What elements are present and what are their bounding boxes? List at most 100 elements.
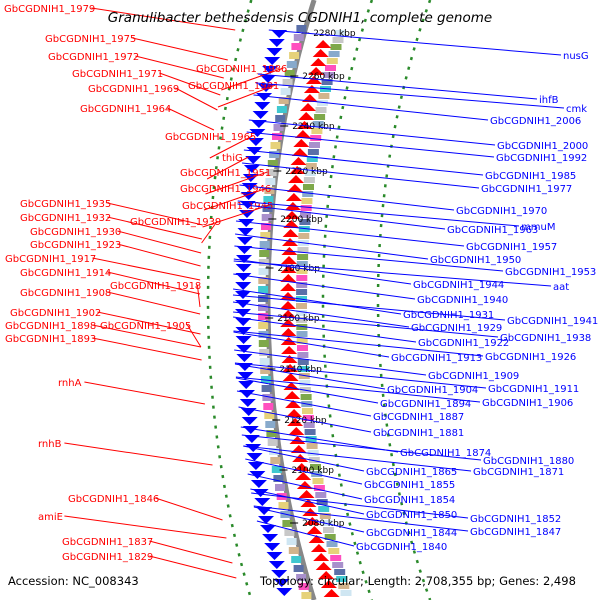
feature-block: [334, 569, 346, 575]
feature-block: [293, 565, 304, 572]
reverse-gene-label: GbCGDNIH1_1871: [473, 467, 564, 478]
forward-gene-arrow: [286, 184, 303, 192]
reverse-gene-arrow: [235, 264, 252, 272]
feature-block: [296, 282, 308, 288]
feature-block: [261, 223, 271, 230]
feature-block: [284, 70, 295, 77]
forward-gene-arrow: [280, 274, 297, 282]
feature-block: [304, 170, 316, 176]
forward-leader-line: [159, 72, 221, 96]
reverse-leader-line: [237, 203, 446, 230]
feature-block: [307, 450, 319, 456]
reverse-gene-arrow: [252, 111, 269, 119]
feature-block: [303, 177, 315, 183]
feature-block: [326, 541, 338, 547]
feature-block: [305, 436, 317, 442]
forward-gene-arrow: [304, 517, 321, 525]
forward-gene-arrow: [283, 220, 300, 228]
feature-block: [328, 51, 340, 57]
reverse-leader-line: [237, 200, 520, 227]
reverse-gene-arrow: [250, 480, 267, 488]
reverse-gene-arrow: [258, 84, 274, 92]
reverse-leader-line: [250, 488, 365, 515]
reverse-gene-label: GbCGDNIH1_1911: [488, 384, 579, 395]
feature-block: [311, 128, 323, 134]
reverse-gene-label: GbCGDNIH1_1922: [418, 338, 509, 349]
feature-block: [278, 97, 289, 104]
forward-gene-arrow: [290, 445, 307, 453]
forward-gene-arrow: [288, 175, 304, 183]
feature-block: [266, 430, 277, 437]
feature-block: [325, 65, 336, 71]
feature-block: [300, 205, 312, 211]
reverse-gene-arrow: [268, 561, 285, 569]
feature-block: [332, 37, 344, 43]
reverse-leader-line: [234, 349, 427, 376]
feature-block: [275, 484, 285, 491]
feature-block: [258, 259, 269, 266]
feature-block: [273, 475, 284, 482]
forward-gene-arrow: [280, 328, 297, 336]
feature-block: [296, 275, 308, 281]
feature-block: [297, 359, 309, 365]
reverse-gene-label: GbCGDNIH1_1906: [482, 398, 573, 409]
feature-block: [275, 115, 286, 122]
forward-gene-arrow: [287, 418, 304, 426]
forward-gene-label: GbCGDNIH1_1902: [10, 308, 101, 319]
reverse-leader-line: [240, 426, 399, 453]
reverse-gene-arrow: [236, 255, 252, 263]
reverse-leader-line: [253, 506, 365, 533]
forward-gene-arrow: [323, 589, 340, 597]
reverse-leader-line: [243, 445, 472, 472]
feature-block: [260, 367, 271, 374]
feature-block: [296, 338, 308, 344]
reverse-gene-arrow: [235, 327, 252, 335]
feature-block: [321, 520, 333, 526]
feature-block: [270, 142, 281, 149]
reverse-gene-label: GbCGDNIH1_2006: [490, 116, 581, 127]
reverse-gene-arrow: [276, 588, 293, 596]
forward-gene-arrow: [289, 166, 306, 174]
reverse-gene-arrow: [236, 354, 253, 362]
reverse-gene-label: GbCGDNIH1_1977: [481, 184, 572, 195]
forward-gene-label: GbCGDNIH1_1971: [72, 69, 163, 80]
forward-leader-line: [117, 230, 202, 254]
reverse-gene-label: GbCGDNIH1_1854: [364, 495, 455, 506]
forward-gene-label: GbCGDNIH1_1898: [5, 321, 96, 332]
reverse-gene-label: GbCGDNIH1_1985: [485, 171, 576, 182]
forward-gene-arrow: [303, 85, 320, 93]
reverse-gene-arrow: [252, 489, 269, 497]
feature-block: [284, 529, 295, 536]
feature-block: [330, 555, 342, 561]
forward-leader-line: [64, 515, 227, 539]
reverse-gene-arrow: [271, 570, 288, 578]
feature-block: [297, 254, 309, 260]
reverse-gene-label: GbCGDNIH1_1913: [391, 353, 482, 364]
feature-block: [314, 114, 326, 120]
forward-gene-label: GbCGDNIH1_1964: [80, 104, 171, 115]
forward-leader-line: [167, 107, 215, 131]
forward-gene-arrow: [286, 409, 303, 417]
feature-block: [258, 295, 268, 302]
reverse-gene-arrow: [241, 183, 258, 191]
forward-gene-arrow: [290, 157, 307, 165]
reverse-leader-line: [248, 119, 496, 146]
feature-block: [260, 376, 271, 383]
reverse-gene-arrow: [235, 300, 251, 308]
reverse-gene-arrow: [256, 93, 273, 101]
forward-gene-arrow: [306, 526, 323, 534]
feature-block: [296, 289, 308, 295]
forward-gene-arrow: [310, 58, 327, 66]
feature-block: [258, 304, 268, 311]
feature-block: [338, 583, 350, 589]
reverse-gene-arrow: [260, 75, 276, 83]
reverse-leader-line: [234, 362, 487, 389]
reverse-gene-arrow: [250, 120, 267, 128]
forward-leader-line: [149, 540, 233, 564]
reverse-gene-arrow: [268, 39, 285, 47]
topology-text: Topology: circular; Length: 2,708,355 bp…: [260, 574, 576, 588]
reverse-gene-arrow: [246, 453, 263, 461]
forward-gene-label: GbCGDNIH1_1939: [130, 217, 221, 228]
reverse-leader-line: [253, 505, 469, 532]
forward-gene-label: GbCGDNIH1_1946: [180, 184, 271, 195]
